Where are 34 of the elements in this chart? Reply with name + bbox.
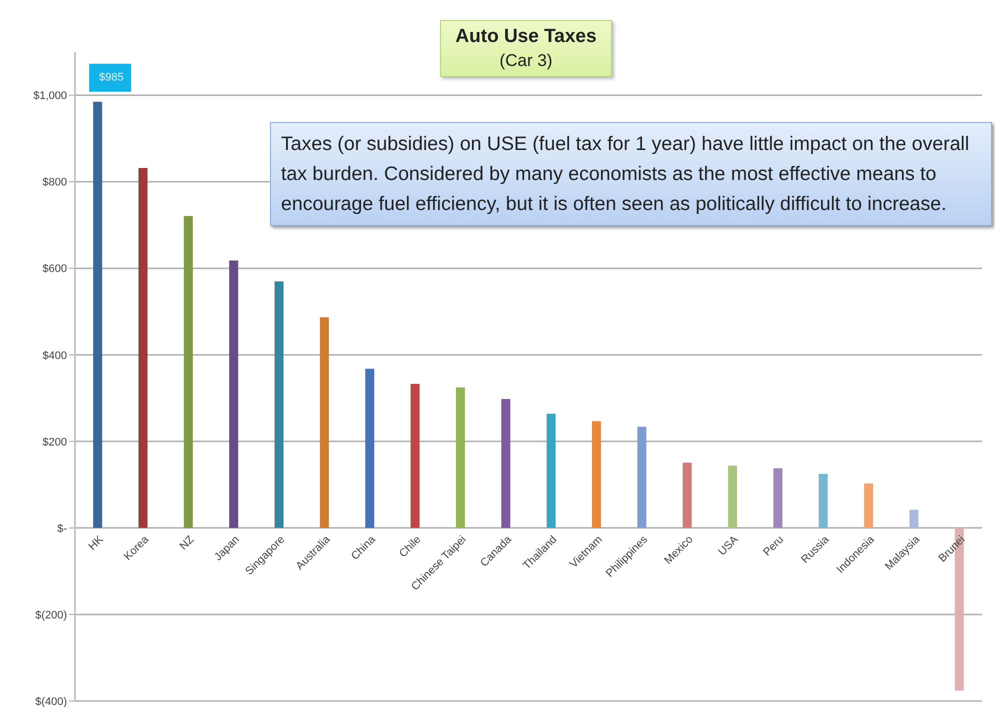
bar xyxy=(138,168,148,528)
annotation: Taxes (or subsidies) on USE (fuel tax for 1 year) have little impact on the overall tax burden. Considered by many economists as the most effective means to encourage fuel efficiency, but it is often seen as politically difficult to increase. xyxy=(270,122,992,226)
bar xyxy=(728,466,738,528)
bar xyxy=(274,281,284,528)
x-tick-label: USA xyxy=(716,533,742,558)
bar xyxy=(546,414,556,528)
x-tick-label: NZ xyxy=(178,533,197,552)
y-tick-label: $800 xyxy=(42,176,67,189)
bar xyxy=(773,468,782,528)
bar xyxy=(864,483,874,528)
bar xyxy=(818,474,828,528)
bar xyxy=(320,317,329,528)
bar xyxy=(592,421,601,528)
y-tick-label: $(400) xyxy=(35,696,67,707)
y-tick-label: $200 xyxy=(42,436,67,448)
bar xyxy=(909,510,918,528)
bar xyxy=(682,462,692,528)
data-label: $985 xyxy=(99,72,124,84)
chart-subtitle: (Car 3) xyxy=(498,51,554,71)
bar xyxy=(637,426,646,528)
y-tick-label: $- xyxy=(57,522,68,535)
y-tick-label: $400 xyxy=(42,350,67,362)
bar xyxy=(410,384,420,528)
chart-title: Auto Use Taxes xyxy=(454,26,598,48)
bar xyxy=(184,216,193,528)
y-tick-label: $(200) xyxy=(35,609,67,622)
bar xyxy=(365,368,374,528)
bar xyxy=(229,260,238,528)
x-tick-label: HK xyxy=(86,533,106,553)
bar xyxy=(456,387,465,528)
bar xyxy=(93,102,102,528)
bar xyxy=(501,399,510,528)
y-tick-label: $600 xyxy=(42,263,67,276)
y-tick-label: $1,000 xyxy=(33,90,67,102)
